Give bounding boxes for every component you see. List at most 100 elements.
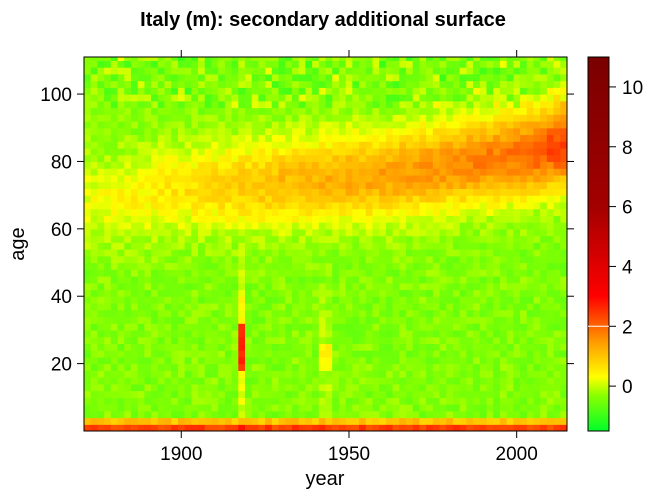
heatmap-cell xyxy=(459,410,467,419)
heatmap-cell xyxy=(372,302,380,311)
heatmap-cell xyxy=(419,188,427,196)
heatmap-cell xyxy=(298,417,306,425)
heatmap-cell xyxy=(379,323,387,331)
heatmap-cell xyxy=(446,404,454,412)
heatmap-cell xyxy=(446,383,454,392)
heatmap-cell xyxy=(110,195,119,203)
heatmap-cell xyxy=(198,276,206,284)
heatmap-cell xyxy=(104,282,112,291)
heatmap-cell xyxy=(291,302,300,311)
heatmap-cell xyxy=(245,107,253,115)
heatmap-cell xyxy=(211,114,219,122)
heatmap-cell xyxy=(151,80,159,88)
heatmap-cell xyxy=(459,114,467,122)
heatmap-cell xyxy=(479,127,488,136)
heatmap-cell xyxy=(459,276,467,284)
heatmap-cell xyxy=(164,114,172,122)
heatmap-cell xyxy=(285,309,293,318)
heatmap-cell xyxy=(520,417,528,425)
heatmap-cell xyxy=(553,410,561,419)
heatmap-cell xyxy=(124,404,132,412)
heatmap-cell xyxy=(298,174,306,183)
heatmap-cell xyxy=(184,73,192,82)
heatmap-cell xyxy=(479,269,488,277)
heatmap-cell xyxy=(218,316,226,324)
heatmap-cell xyxy=(151,302,159,311)
heatmap-cell xyxy=(426,168,434,176)
x-tick-label: 2000 xyxy=(496,444,538,465)
heatmap-cell xyxy=(452,309,461,318)
heatmap-cell xyxy=(399,323,407,331)
heatmap-cell xyxy=(177,168,186,176)
heatmap-cell xyxy=(452,201,461,210)
heatmap-cell xyxy=(473,161,481,169)
heatmap-cell xyxy=(325,242,333,250)
heatmap-cell xyxy=(553,377,561,385)
heatmap-cell xyxy=(513,336,521,344)
heatmap-cell xyxy=(446,363,454,371)
heatmap-cell xyxy=(372,363,380,371)
heatmap-cell xyxy=(265,127,273,136)
heatmap-cell xyxy=(452,121,461,129)
heatmap-cell xyxy=(278,114,286,122)
heatmap-cell xyxy=(412,282,421,291)
heatmap-cell xyxy=(104,235,112,243)
heatmap-cell xyxy=(224,127,233,136)
heatmap-cell xyxy=(238,383,246,392)
heatmap-cell xyxy=(560,94,567,102)
heatmap-cell xyxy=(245,424,253,431)
heatmap-cell xyxy=(526,161,535,169)
heatmap-cell xyxy=(506,127,514,136)
heatmap-cell xyxy=(184,228,192,237)
heatmap-cell xyxy=(392,100,400,109)
heatmap-cell xyxy=(298,114,306,122)
heatmap-cell xyxy=(144,188,152,196)
heatmap-cell xyxy=(291,370,300,378)
heatmap-cell xyxy=(124,87,132,95)
heatmap-cell xyxy=(332,417,340,425)
heatmap-cell xyxy=(271,134,280,142)
heatmap-cell xyxy=(499,147,508,156)
heatmap-cell xyxy=(124,377,132,385)
heatmap-cell xyxy=(285,350,293,358)
heatmap-cell xyxy=(452,336,461,344)
heatmap-cell xyxy=(285,282,293,291)
heatmap-cell xyxy=(520,377,528,385)
heatmap-cell xyxy=(265,107,273,115)
heatmap-cell xyxy=(245,215,253,223)
heatmap-cell xyxy=(466,127,474,136)
heatmap-cell xyxy=(352,370,360,378)
heatmap-cell xyxy=(546,60,555,68)
heatmap-cell xyxy=(312,215,320,223)
heatmap-cell xyxy=(97,67,105,75)
heatmap-cell xyxy=(352,141,360,149)
heatmap-cell xyxy=(84,417,92,425)
heatmap-cell xyxy=(204,235,213,243)
heatmap-cell xyxy=(258,424,266,431)
heatmap-cell xyxy=(479,356,488,365)
heatmap-cell xyxy=(352,323,360,331)
heatmap-cell xyxy=(245,262,253,270)
heatmap-cell xyxy=(479,94,488,102)
heatmap-cell xyxy=(432,410,441,419)
heatmap-cell xyxy=(191,215,199,223)
heatmap-cell xyxy=(271,276,280,284)
heatmap-cell xyxy=(291,67,300,75)
heatmap-cell xyxy=(486,383,494,392)
heatmap-cell xyxy=(546,154,555,163)
heatmap-cell xyxy=(184,154,192,163)
heatmap-cell xyxy=(520,114,528,122)
heatmap-cell xyxy=(110,134,119,142)
heatmap-cell xyxy=(486,114,494,122)
heatmap-cell xyxy=(560,350,567,358)
heatmap-cell xyxy=(506,410,514,419)
heatmap-cell xyxy=(466,57,474,61)
heatmap-cell xyxy=(359,195,367,203)
heatmap-cell xyxy=(426,181,434,190)
heatmap-cell xyxy=(84,100,92,109)
heatmap-cell xyxy=(198,201,206,210)
heatmap-cell xyxy=(110,127,119,136)
heatmap-cell xyxy=(546,296,555,304)
heatmap-cell xyxy=(506,154,514,163)
heatmap-cell xyxy=(546,67,555,75)
